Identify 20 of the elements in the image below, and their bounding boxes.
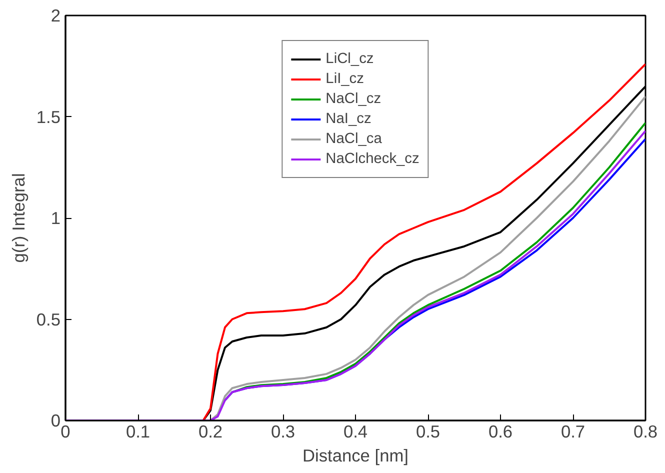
legend-label: NaI_cz xyxy=(326,111,372,127)
y-tick-label: 2 xyxy=(50,6,61,26)
y-axis-title: g(r) Integral xyxy=(8,173,28,263)
x-tick-label: 0.3 xyxy=(270,422,296,442)
legend-label: NaCl_cz xyxy=(326,91,382,107)
y-tick-label: 1.5 xyxy=(36,106,61,127)
x-tick-label: 0.5 xyxy=(416,422,440,442)
y-tick-label: 1 xyxy=(50,208,61,228)
x-tick-label: 0.8 xyxy=(633,422,658,442)
x-tick-label: 0.1 xyxy=(126,422,150,442)
x-tick-label: 0.6 xyxy=(488,422,513,442)
legend-label: NaCl_ca xyxy=(326,131,382,147)
x-tick-label: 0.2 xyxy=(198,422,223,442)
y-tick-label: 0.5 xyxy=(36,309,61,330)
legend-label: LiCl_cz xyxy=(326,51,374,67)
legend-label: LiI_cz xyxy=(326,71,364,87)
x-tick-label: 0.4 xyxy=(343,422,368,442)
x-axis-title: Distance [nm] xyxy=(302,446,408,466)
legend-label: NaClcheck_cz xyxy=(326,151,420,167)
x-tick-label: 0.7 xyxy=(560,422,586,442)
